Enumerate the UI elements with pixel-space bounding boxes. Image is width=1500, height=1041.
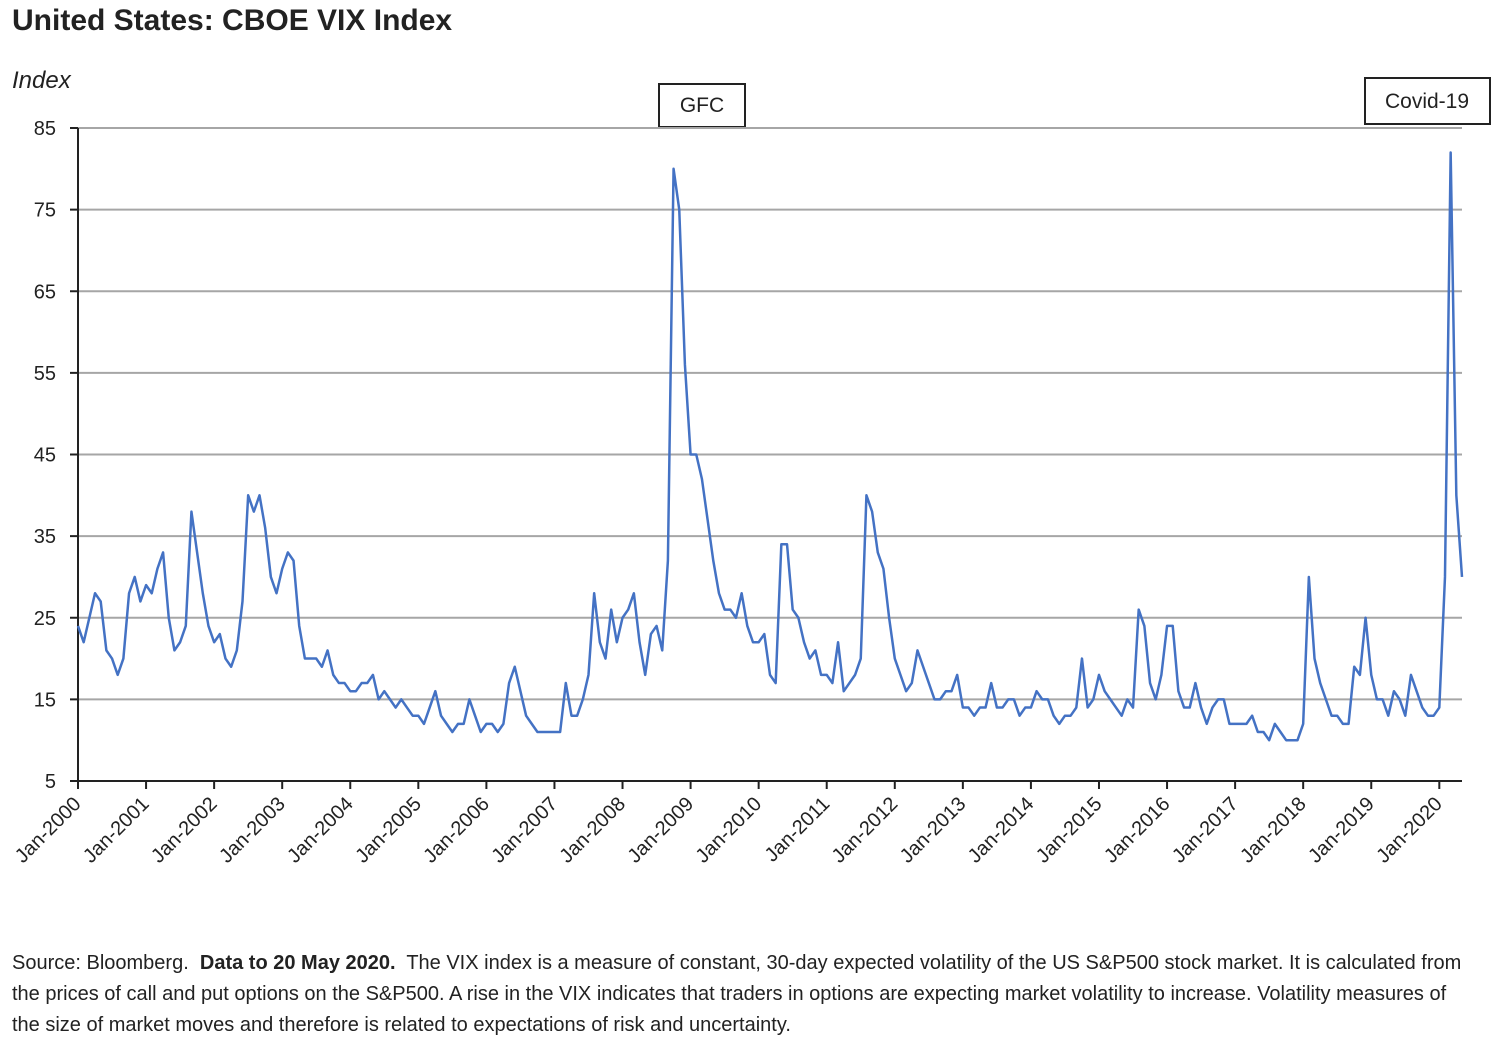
annotation-box [658, 83, 746, 128]
footnote: Source: Bloomberg. Data to 20 May 2020. … [12, 948, 1472, 1041]
y-axis-label: Index [12, 67, 72, 94]
x-tick-label: Jan-2018 [1236, 793, 1311, 868]
annotation-box [1364, 77, 1491, 125]
y-tick-label: 35 [34, 526, 56, 548]
x-tick-label: Jan-2000 [11, 793, 86, 868]
x-tick-label: Jan-2001 [79, 793, 154, 868]
x-tick-label: Jan-2012 [828, 793, 903, 868]
y-tick-label: 55 [34, 363, 56, 385]
y-tick-label: 15 [34, 689, 56, 711]
x-tick-label: Jan-2019 [1304, 793, 1379, 868]
y-tick-label: 5 [45, 771, 56, 793]
x-tick-label: Jan-2013 [896, 793, 971, 868]
x-tick-label: Jan-2008 [556, 793, 631, 868]
y-tick-label: 45 [34, 445, 56, 467]
x-tick-label: Jan-2007 [487, 793, 562, 868]
x-tick-label: Jan-2015 [1032, 793, 1107, 868]
x-tick-label: Jan-2002 [147, 793, 222, 868]
x-tick-label: Jan-2020 [1372, 793, 1447, 868]
y-tick-label: 25 [34, 608, 56, 630]
x-tick-label: Jan-2017 [1168, 793, 1243, 868]
x-tick-label: Jan-2004 [283, 793, 358, 868]
x-tick-label: Jan-2009 [624, 793, 699, 868]
y-tick-label: 85 [34, 118, 56, 140]
y-tick-label: 75 [34, 200, 56, 222]
x-tick-label: Jan-2010 [692, 793, 767, 868]
x-tick-label: Jan-2005 [351, 793, 426, 868]
x-tick-label: Jan-2016 [1100, 793, 1175, 868]
y-tick-label: 65 [34, 281, 56, 303]
chart-title: United States: CBOE VIX Index [12, 4, 452, 37]
x-tick-label: Jan-2011 [761, 793, 834, 866]
footnote-data-note: Data to 20 May 2020. [199, 952, 396, 974]
x-tick-label: Jan-2006 [419, 793, 494, 868]
chart: United States: CBOE VIX Index Index GFC … [11, 4, 1491, 868]
series-line [76, 151, 1464, 742]
annotation: GFC [680, 94, 724, 117]
footnote-source: Source: Bloomberg. [12, 952, 189, 974]
footnote-description: The VIX index is a measure of constant, … [12, 952, 1462, 1036]
annotation: Covid-19 [1385, 90, 1469, 113]
x-tick-label: Jan-2003 [215, 793, 290, 868]
x-tick-label: Jan-2014 [964, 793, 1039, 868]
